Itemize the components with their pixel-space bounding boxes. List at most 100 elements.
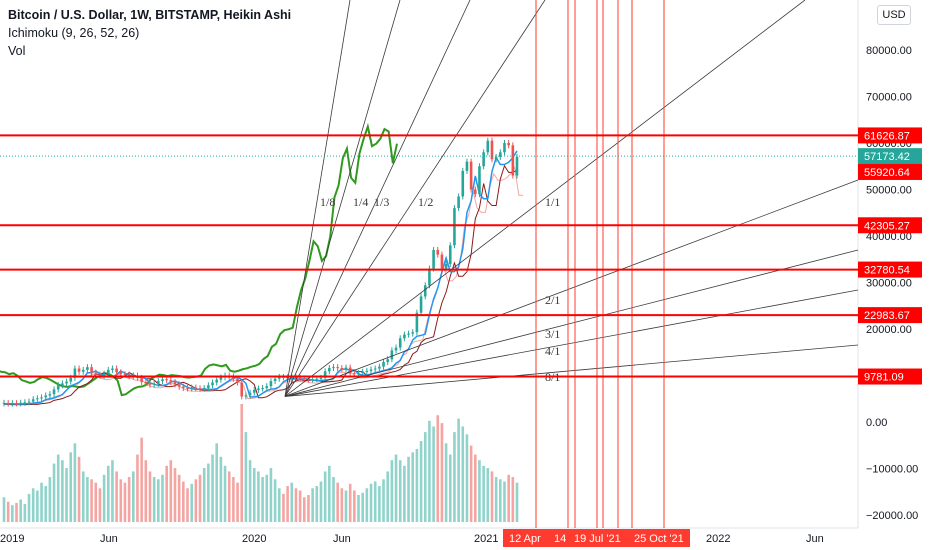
candle-body	[302, 378, 306, 380]
volume-bar	[81, 471, 85, 522]
candle-body	[453, 208, 456, 246]
candle-body	[357, 373, 360, 375]
date-label: 19 Jul '21	[574, 533, 621, 545]
candle-body	[340, 368, 344, 370]
candle-body	[390, 350, 394, 360]
candle-body	[19, 402, 22, 404]
volume-bar	[440, 423, 444, 522]
candle-body	[31, 399, 35, 402]
volume-bar	[457, 418, 460, 522]
candle-body	[394, 347, 398, 351]
volume-bar	[227, 471, 231, 522]
candle-body	[56, 385, 60, 390]
volume-bar	[240, 404, 244, 522]
volume-bar	[152, 477, 156, 522]
volume-bar	[223, 465, 227, 522]
candle-body	[73, 368, 77, 378]
gann-fan-line	[284, 249, 859, 397]
volume-bar	[353, 490, 356, 522]
candle-body	[6, 402, 10, 404]
volume-bar	[382, 479, 385, 522]
candle-body	[182, 386, 185, 389]
candle-body	[494, 156, 498, 160]
ichimoku-level-label: 55920.64	[864, 167, 910, 179]
volume-bar	[190, 483, 193, 522]
candle-body	[311, 379, 314, 381]
candle-body	[77, 368, 81, 372]
candle-body	[261, 388, 264, 390]
price-tick-label: 40000.00	[866, 231, 912, 243]
volume-bar	[453, 432, 456, 522]
volume-bar	[461, 426, 465, 522]
candle-body	[207, 385, 210, 389]
candle-body	[211, 382, 214, 386]
candle-body	[378, 366, 381, 369]
volume-bar	[419, 441, 423, 522]
volume-bar	[390, 460, 394, 522]
volume-bar	[102, 474, 106, 522]
candle-body	[257, 388, 260, 390]
candle-body	[15, 403, 18, 405]
gann-fan-line	[284, 0, 471, 397]
candle-body	[140, 377, 143, 383]
volume-bar	[161, 474, 164, 522]
volume-bar	[219, 456, 223, 522]
volume-bar	[411, 452, 415, 522]
volume-bar	[286, 486, 289, 522]
time-axis-label: Jun	[333, 533, 351, 545]
candle-body	[115, 368, 118, 373]
candle-body	[2, 402, 6, 404]
candle-body	[382, 362, 385, 367]
volume-bar	[403, 465, 406, 522]
price-tick-label: 50000.00	[866, 185, 912, 197]
volume-bar	[478, 460, 481, 522]
candle-body	[81, 369, 85, 372]
level-label: 42305.27	[864, 220, 910, 232]
candle-body	[436, 249, 440, 255]
candle-body	[219, 377, 223, 380]
candle-body	[102, 373, 106, 376]
candle-body	[69, 377, 73, 382]
volume-bar	[186, 488, 189, 522]
volume-bar	[127, 477, 131, 522]
candle-body	[499, 152, 502, 157]
candle-body	[165, 379, 168, 381]
candle-body	[123, 374, 127, 376]
candle-body	[461, 170, 465, 197]
level-label: 9781.09	[864, 372, 904, 384]
candle-body	[503, 143, 506, 153]
candle-body	[198, 388, 202, 390]
candle-body	[119, 372, 123, 375]
level-label-bg	[858, 368, 922, 385]
volume-bar	[482, 465, 485, 522]
volume-bar	[23, 504, 27, 522]
currency-button[interactable]: USD	[877, 5, 911, 25]
volume-bar	[511, 477, 515, 522]
volume-bar	[507, 474, 510, 522]
price-tick-label: −10000.00	[866, 464, 918, 476]
volume-bar	[157, 479, 160, 522]
candle-body	[323, 371, 327, 378]
candle-body	[186, 388, 189, 390]
candle-body	[328, 368, 331, 372]
volume-bar	[48, 477, 52, 522]
level-label: 61626.87	[864, 130, 910, 142]
gann-fan-line	[284, 0, 806, 397]
candle-body	[240, 382, 244, 397]
candle-body	[277, 376, 281, 379]
volume-bar	[136, 454, 139, 522]
candle-body	[373, 368, 377, 370]
candle-body	[152, 383, 156, 385]
volume-bar	[444, 443, 448, 522]
level-label-bg	[858, 217, 922, 234]
volume-bar	[378, 486, 381, 522]
volume-bar	[165, 465, 168, 522]
candle-body	[290, 377, 294, 379]
candle-body	[11, 403, 14, 405]
volume-bar	[11, 505, 14, 522]
price-tick-label: −20000.00	[866, 510, 918, 522]
volume-bar	[369, 483, 373, 522]
volume-bar	[273, 479, 277, 522]
date-label-bg	[628, 529, 690, 547]
